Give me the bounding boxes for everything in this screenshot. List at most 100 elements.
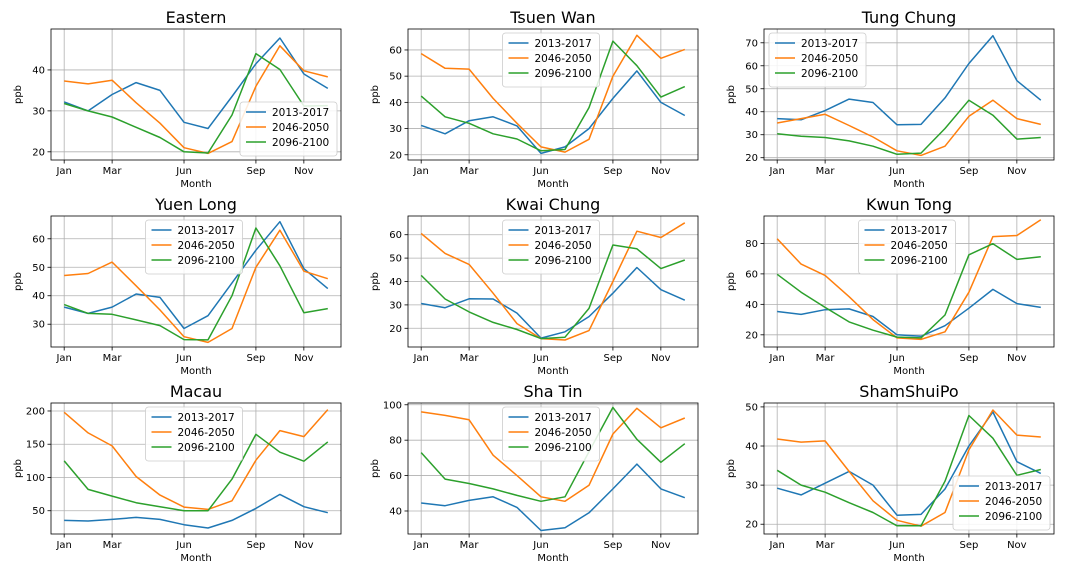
x-tick-label: Sep — [959, 166, 978, 177]
y-axis-label: ppb — [370, 85, 381, 104]
y-tick-label: 60 — [389, 471, 402, 482]
y-tick-label: 30 — [32, 106, 45, 117]
series-line-2046-2050 — [63, 409, 329, 511]
series-line-2046-2050 — [777, 99, 1041, 157]
legend: 2013-2017 2046-2050 2096-2100 — [145, 219, 243, 275]
y-axis-label: ppb — [13, 272, 24, 291]
x-tick-label: Jun — [888, 353, 905, 364]
y-tick-label: 50 — [389, 72, 402, 83]
series-line-2013-2017 — [421, 266, 686, 339]
legend-entry: 2096-2100 — [535, 68, 592, 80]
subplot-title: Tsuen Wan — [509, 8, 595, 27]
y-tick-label: 30 — [389, 124, 402, 135]
legend-entry: 2013-2017 — [985, 481, 1042, 493]
x-tick-label: Nov — [294, 540, 314, 551]
legend-entry: 2096-2100 — [985, 511, 1042, 523]
x-tick-label: Nov — [1007, 540, 1027, 551]
x-tick-label: Jun — [888, 540, 905, 551]
y-tick-label: 40 — [745, 442, 758, 453]
y-tick-label: 50 — [745, 84, 758, 95]
x-tick-label: Mar — [460, 166, 480, 177]
x-tick-label: Jan — [768, 353, 784, 364]
y-axis-label: ppb — [370, 459, 381, 478]
y-tick-label: 20 — [745, 520, 758, 531]
x-axis-label: Month — [537, 553, 568, 564]
axes-frame — [407, 28, 699, 161]
subplot-eastern: Jan Mar Jun Sep Nov 20 30 40 Eastern Month ppb 2013… — [13, 8, 342, 190]
x-tick-label: Jan — [768, 540, 784, 551]
x-tick-label: Jun — [175, 353, 192, 364]
y-tick-label: 20 — [389, 150, 402, 161]
x-tick-label: Sep — [959, 540, 978, 551]
x-axis-label: Month — [893, 366, 924, 377]
legend-entry: 2046-2050 — [985, 496, 1042, 508]
axes-frame — [50, 28, 342, 161]
x-tick-label: Jun — [532, 540, 549, 551]
y-tick-label: 50 — [745, 402, 758, 413]
x-tick-label: Mar — [460, 353, 480, 364]
y-tick-label: 40 — [32, 291, 45, 302]
x-tick-label: Mar — [460, 540, 480, 551]
y-tick-label: 40 — [32, 65, 45, 76]
legend: 2013-2017 2046-2050 2096-2100 — [768, 32, 867, 88]
series-line-2096-2100 — [420, 244, 686, 340]
x-tick-label: Jan — [412, 540, 428, 551]
y-tick-label: 40 — [389, 506, 402, 517]
x-tick-label: Jun — [888, 166, 905, 177]
x-tick-label: Mar — [816, 166, 836, 177]
x-axis-label: Month — [180, 179, 211, 190]
y-tick-label: 50 — [32, 263, 45, 274]
x-tick-label: Jun — [175, 540, 192, 551]
y-tick-label: 100 — [383, 400, 402, 411]
legend-entry: 2013-2017 — [891, 225, 948, 237]
series-line-2096-2100 — [420, 406, 686, 503]
series-line-2096-2100 — [63, 433, 329, 512]
axes-frame — [763, 402, 1055, 535]
series-line-2046-2050 — [777, 409, 1041, 527]
legend-entry: 2046-2050 — [801, 53, 858, 65]
series-line-2096-2100 — [776, 414, 1041, 527]
series-line-2046-2050 — [420, 222, 686, 341]
x-tick-label: Mar — [103, 353, 123, 364]
y-tick-label: 30 — [745, 130, 758, 141]
legend-entry: 2013-2017 — [178, 412, 235, 424]
legend-entry: 2096-2100 — [272, 137, 329, 149]
y-tick-label: 30 — [389, 300, 402, 311]
legend-entry: 2013-2017 — [801, 38, 858, 50]
axes-frame — [50, 402, 342, 535]
x-tick-label: Jan — [412, 166, 428, 177]
y-tick-label: 50 — [32, 506, 45, 517]
y-tick-label: 20 — [32, 147, 45, 158]
y-tick-label: 60 — [32, 234, 45, 245]
series-line-2013-2017 — [63, 37, 329, 130]
subplot-sha-tin: Jan Mar Jun Sep Nov 40 60 80 100 Sha Tin Month ppb 2… — [370, 382, 699, 564]
y-tick-label: 200 — [26, 406, 45, 417]
legend-entry: 2046-2050 — [535, 53, 592, 65]
x-tick-label: Nov — [651, 166, 671, 177]
y-tick-label: 20 — [745, 330, 758, 341]
x-axis-label: Month — [537, 366, 568, 377]
x-tick-label: Jun — [532, 166, 549, 177]
axes-frame — [763, 215, 1055, 348]
x-tick-label: Mar — [103, 540, 123, 551]
legend-entry: 2013-2017 — [272, 107, 329, 119]
legend: 2013-2017 2046-2050 2096-2100 — [502, 219, 600, 275]
y-tick-label: 80 — [745, 239, 758, 250]
y-tick-label: 60 — [745, 269, 758, 280]
subplot-title: Yuen Long — [154, 195, 237, 214]
x-tick-label: Nov — [651, 540, 671, 551]
x-axis-label: Month — [180, 366, 211, 377]
series-line-2046-2050 — [776, 219, 1042, 341]
subplot-title: ShamShuiPo — [859, 382, 958, 401]
x-tick-label: Nov — [1007, 353, 1027, 364]
subplot-yuen-long: Jan Mar Jun Sep Nov 30 40 50 60 Yuen Long Month ppb… — [13, 195, 342, 377]
x-tick-label: Jan — [768, 166, 784, 177]
legend-entry: 2096-2100 — [535, 255, 592, 267]
legend-entry: 2046-2050 — [535, 240, 592, 252]
subplot-macau: Jan Mar Jun Sep Nov 50 100 150 200 Macau Month ppb 2… — [13, 382, 342, 564]
legend: 2013-2017 2046-2050 2096-2100 — [502, 32, 600, 88]
x-axis-label: Month — [893, 553, 924, 564]
x-tick-label: Sep — [246, 353, 265, 364]
x-tick-label: Sep — [246, 166, 265, 177]
